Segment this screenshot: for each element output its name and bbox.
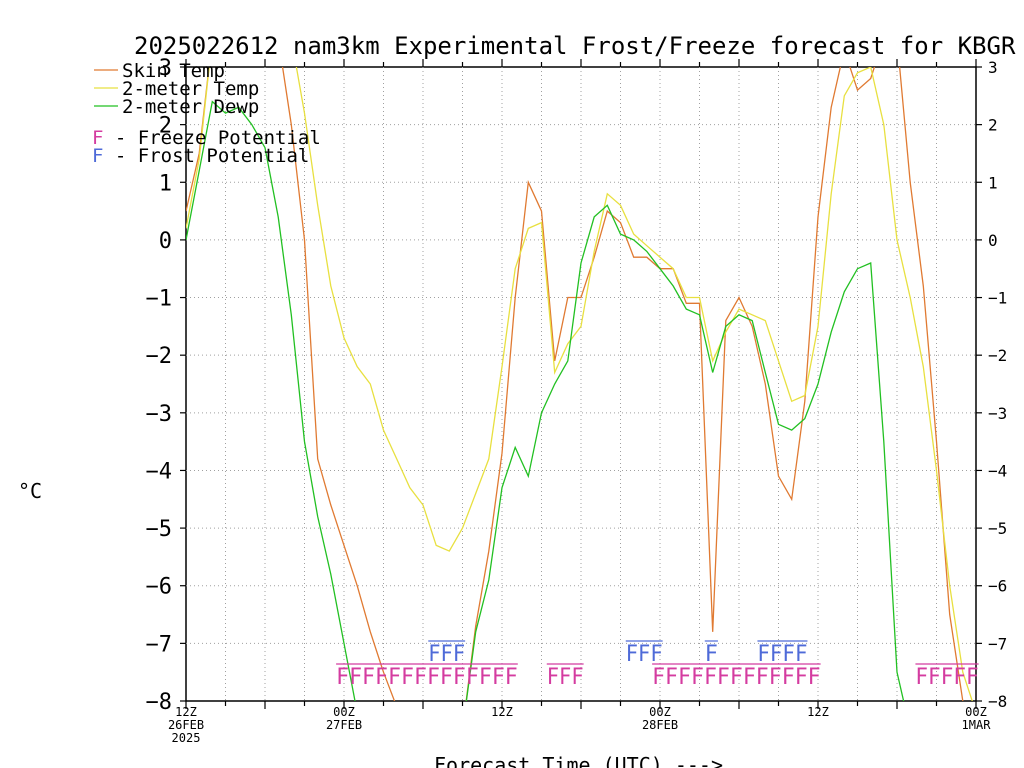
x-axis-label: Forecast Time (UTC) ---> xyxy=(434,753,723,768)
series-line-2-meter-temp xyxy=(186,67,973,701)
y-tick-label-left: 2 xyxy=(159,114,172,139)
y-tick-label-right: 0 xyxy=(988,231,998,250)
x-tick-label: 00Z xyxy=(333,705,355,719)
x-tick-label: 28FEB xyxy=(642,718,678,732)
y-tick-label-left: −1 xyxy=(146,287,173,312)
x-tick-label: 27FEB xyxy=(326,718,362,732)
potential-legend-entry: F - Freeze Potential xyxy=(92,127,321,149)
legend-label: 2-meter Dewp xyxy=(122,96,259,118)
x-tick-label: 00Z xyxy=(965,705,987,719)
y-tick-label-right: −3 xyxy=(988,404,1007,423)
y-tick-label-right: −6 xyxy=(988,577,1007,596)
frost-potential-mark: FFFF xyxy=(757,642,807,667)
y-tick-label-left: 0 xyxy=(159,229,172,254)
grid-lines xyxy=(186,67,976,701)
y-tick-label-right: −8 xyxy=(988,692,1007,711)
y-tick-label-right: 1 xyxy=(988,173,998,192)
y-tick-label-right: 2 xyxy=(988,116,998,135)
y-tick-label-left: −6 xyxy=(146,575,173,600)
y-tick-label-left: 3 xyxy=(159,56,172,81)
y-tick-label-left: −5 xyxy=(146,517,173,542)
legend-label: 2-meter Temp xyxy=(122,78,259,100)
x-tick-label: 00Z xyxy=(649,705,671,719)
freeze-potential-mark: FFFFFFFFFFFFF xyxy=(652,665,821,690)
freeze-potential-mark: FFFFF xyxy=(915,665,978,690)
series-group xyxy=(186,67,973,701)
x-tick-label: 12Z xyxy=(175,705,197,719)
y-tick-label-right: −2 xyxy=(988,346,1007,365)
y-tick-label-left: −8 xyxy=(146,690,173,715)
y-axis-right: −8 −7 −6 −5 −4 −3 −2 −1 0 1 2 3 xyxy=(976,58,1007,711)
x-tick-label: 2025 xyxy=(172,731,201,745)
chart-title: 2025022612 nam3km Experimental Frost/Fre… xyxy=(134,32,1016,60)
y-tick-label-right: −4 xyxy=(988,461,1007,480)
freeze-potential-mark: FFFFFFFFFFFFFF xyxy=(336,665,518,690)
frost-potential-mark: F xyxy=(705,642,718,667)
y-axis-label: °C xyxy=(18,479,42,503)
y-tick-label-left: −2 xyxy=(146,344,173,369)
y-tick-label-left: −7 xyxy=(146,632,173,657)
x-tick-label: 12Z xyxy=(807,705,829,719)
y-tick-label-left: −4 xyxy=(146,459,173,484)
x-tick-label: 26FEB xyxy=(168,718,204,732)
y-tick-label-left: −3 xyxy=(146,402,173,427)
y-tick-label-right: −1 xyxy=(988,289,1007,308)
y-tick-label-right: 3 xyxy=(988,58,998,77)
x-tick-label: 1MAR xyxy=(962,718,992,732)
y-tick-label-left: 1 xyxy=(159,171,172,196)
legend-label: Skin Temp xyxy=(122,60,225,82)
series-line-skin-temp xyxy=(186,67,964,701)
potential-legend-entry: F - Frost Potential xyxy=(92,145,309,167)
frost-potential-mark: FFF xyxy=(428,642,465,667)
frost-potential-mark: FFF xyxy=(626,642,663,667)
y-tick-label-right: −5 xyxy=(988,519,1007,538)
series-line-2-meter-dewp xyxy=(186,100,905,701)
y-axis-left: −8 −7 −6 −5 −4 −3 −2 −1 0 1 2 3 xyxy=(146,56,186,715)
freeze-potential-mark: FFF xyxy=(547,665,584,690)
y-tick-label-right: −7 xyxy=(988,634,1007,653)
x-tick-label: 12Z xyxy=(491,705,513,719)
